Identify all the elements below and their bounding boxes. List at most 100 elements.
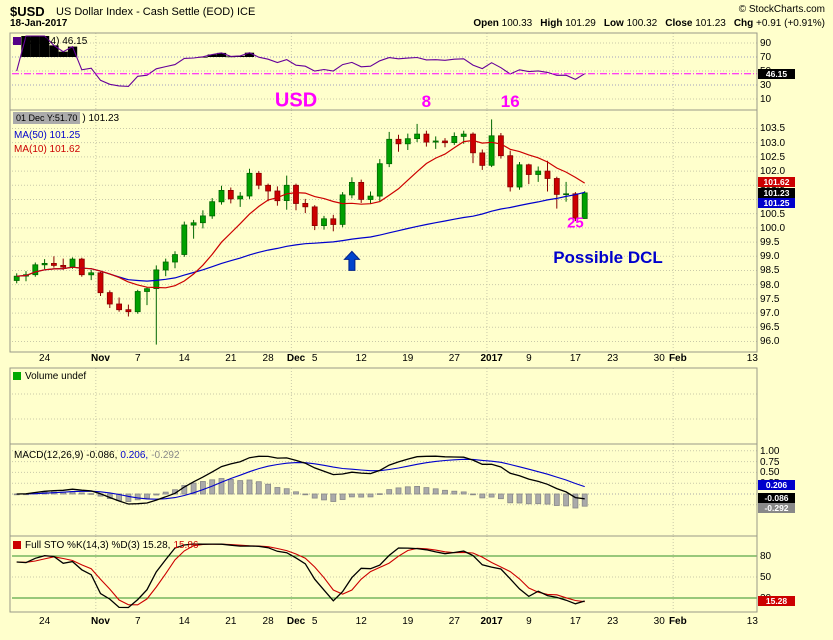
x-axis-label: 9: [526, 353, 532, 364]
x-axis-label: 21: [225, 616, 237, 627]
x-axis-label: 23: [607, 353, 619, 364]
chart-date: 18-Jan-2017: [10, 18, 68, 29]
price-axis-label: 96.5: [760, 322, 780, 334]
x-axis-label: 28: [262, 353, 274, 364]
macd-legend-part: -0.292: [151, 450, 180, 461]
annotation-25: 25: [567, 214, 584, 232]
sto-axis-label: 50: [760, 572, 772, 583]
macd-axis-label: 0.75: [760, 456, 780, 468]
rsi-legend-icon: [13, 37, 21, 45]
annotation-possible-dcl: Possible DCL: [553, 247, 663, 267]
x-axis-label: 9: [526, 616, 532, 627]
x-axis-label: 28: [262, 616, 274, 627]
rsi-value-badge: 46.15: [758, 68, 795, 79]
rsi-axis-label: 30: [760, 80, 772, 91]
price-axis-label: 103.0: [760, 137, 786, 149]
price-axis-label: 99.0: [760, 251, 780, 263]
x-axis-label: 24: [39, 616, 51, 627]
x-axis-label: 13: [746, 353, 758, 364]
macd-value-badge: 0.206: [758, 480, 795, 491]
x-axis-label: 7: [134, 616, 141, 627]
quote-low: Low 100.32: [603, 18, 658, 29]
sto-axis-label: 80: [760, 551, 772, 562]
x-axis-label: 14: [178, 353, 190, 364]
annotation-16: 16: [500, 92, 520, 112]
x-axis-label: 19: [402, 616, 414, 627]
quote-close: Close 101.23: [665, 18, 726, 29]
sto-legend-part: Full STO %K(14,3) %D(3) 15.28,: [25, 540, 171, 551]
price-axis-label: 97.5: [760, 293, 780, 305]
quote-high: High 101.29: [540, 18, 596, 29]
price-value-badge: 101.25: [758, 197, 795, 208]
volume-legend-icon: [13, 372, 21, 380]
macd-legend: MACD(12,26,9) -0.086, 0.206, -0.292: [14, 450, 183, 461]
x-axis-label: 27: [448, 353, 460, 364]
annotation-8: 8: [421, 92, 432, 112]
sto-legend-icon: [13, 541, 21, 549]
x-axis-label: 5: [311, 616, 318, 627]
volume-legend-label: Volume undef: [25, 371, 87, 382]
rsi-axis-label: 90: [760, 38, 772, 49]
macd-axis-label: 0.50: [760, 467, 780, 479]
symbol-label: $USD: [10, 4, 45, 19]
price-axis-label: 102.5: [760, 151, 786, 163]
quote-open: Open 100.33: [473, 18, 533, 29]
x-axis-label: 2017: [480, 353, 503, 364]
x-axis-label: 21: [225, 353, 237, 364]
macd-legend-part: MACD(12,26,9) -0.086,: [14, 450, 118, 461]
ma10-legend: MA(10) 101.62: [14, 144, 81, 155]
sto-value-badge: 15.28: [758, 596, 795, 607]
price-axis-label: 102.0: [760, 166, 786, 178]
x-axis-label: 12: [355, 353, 367, 364]
x-axis-label: 13: [746, 616, 758, 627]
x-axis-label: Dec: [286, 353, 306, 364]
price-axis-label: 98.5: [760, 265, 780, 277]
sto-legend: Full STO %K(14,3) %D(3) 15.28, 15.86: [13, 540, 201, 551]
price-value-badge: 101.62: [758, 176, 795, 187]
x-axis-label: 23: [607, 616, 619, 627]
x-axis-label: 17: [569, 353, 581, 364]
x-axis-label: 14: [178, 616, 190, 627]
x-axis-label: 30: [653, 616, 665, 627]
macd-axis-label: 1.00: [760, 445, 780, 457]
x-axis-label: 30: [653, 353, 665, 364]
x-axis-label: Nov: [91, 616, 110, 627]
x-axis-label: 24: [39, 353, 51, 364]
x-axis-label: 5: [311, 353, 318, 364]
rsi-axis-label: 10: [760, 94, 772, 105]
ma50-legend: MA(50) 101.25: [14, 130, 81, 141]
crosshair-readout: 01 Dec Y:51.70 ) 101.23: [13, 112, 119, 124]
crosshair-box: 01 Dec Y:51.70: [13, 112, 81, 124]
x-axis-label: 7: [134, 353, 141, 364]
sto-legend-part: 15.86: [173, 540, 199, 551]
quote-chg: Chg +0.91 (+0.91%): [733, 18, 825, 29]
price-axis-label: 96.0: [760, 336, 780, 348]
x-axis-label: Feb: [668, 616, 687, 627]
x-axis-label: 12: [355, 616, 367, 627]
price-axis-label: 99.5: [760, 237, 780, 249]
crosshair-suffix: ) 101.23: [82, 112, 120, 124]
rsi-legend: RSI(14) 46.15: [13, 36, 87, 47]
x-axis-label: Dec: [286, 616, 306, 627]
x-axis-label: Feb: [668, 353, 687, 364]
annotation-usd: USD: [274, 89, 318, 112]
macd-legend-part: 0.206,: [120, 450, 149, 461]
price-axis-label: 103.5: [760, 123, 786, 135]
price-axis-label: 98.0: [760, 279, 780, 291]
x-axis-label: 19: [402, 353, 414, 364]
rsi-axis-label: 70: [760, 52, 772, 63]
x-axis-label: Nov: [91, 353, 110, 364]
price-axis-label: 100.0: [760, 222, 786, 234]
price-axis-label: 100.5: [760, 208, 786, 220]
x-axis-label: 27: [448, 616, 460, 627]
rsi-legend-label: RSI(14) 46.15: [25, 36, 88, 47]
quote-bar: Open 100.33 High 101.29 Low 100.32 Close 10…: [465, 18, 825, 29]
x-axis-label: 2017: [480, 616, 503, 627]
macd-value-badge: -0.086: [758, 492, 795, 503]
x-axis-label: 17: [569, 616, 581, 627]
volume-legend: Volume undef: [13, 371, 86, 382]
macd-value-badge: -0.292: [758, 502, 795, 513]
